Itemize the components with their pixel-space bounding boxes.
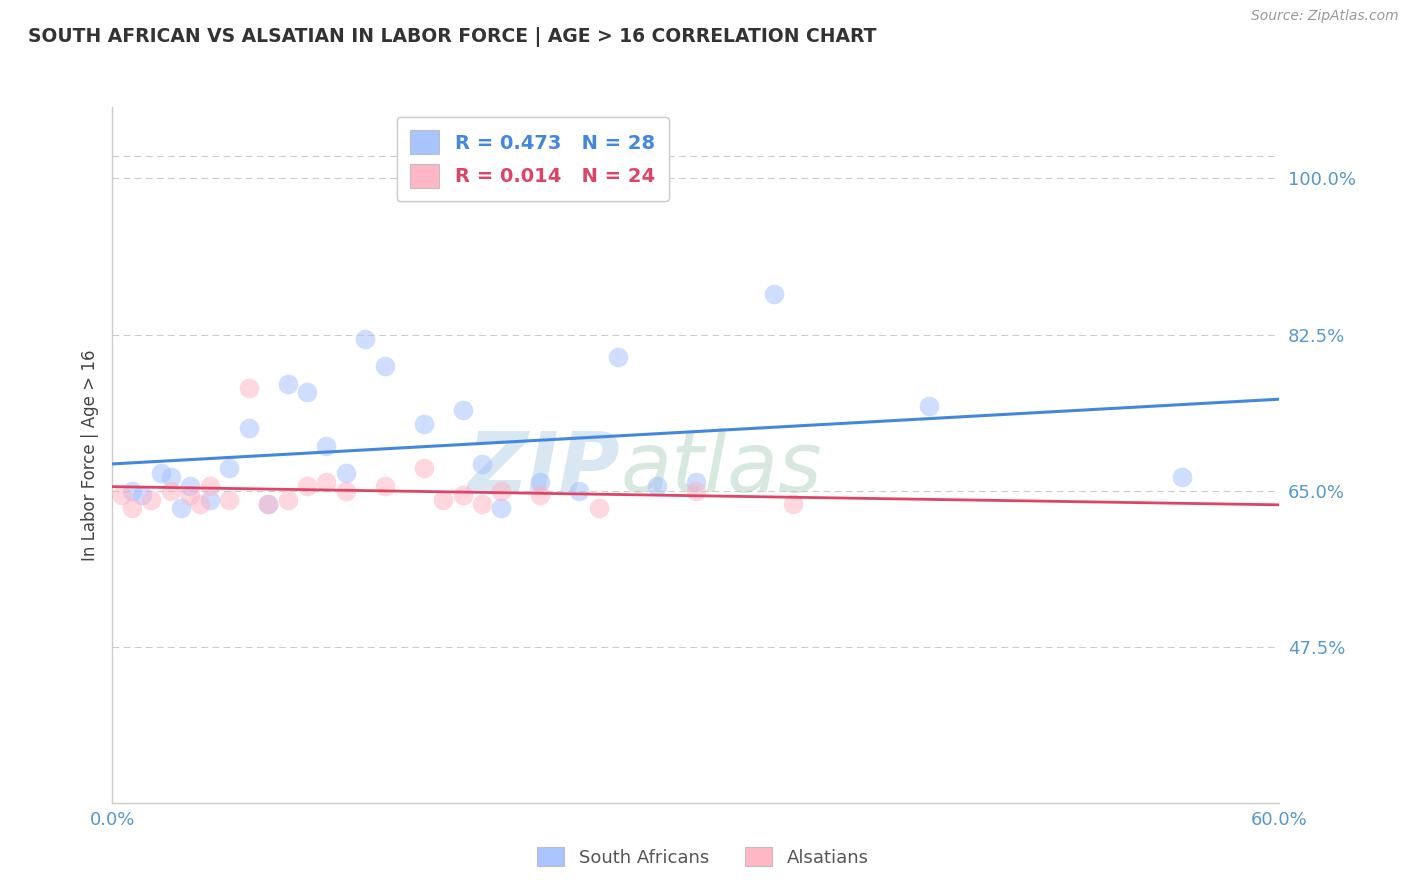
Point [179,488,201,502]
Point [588,501,610,516]
Legend: R = 0.473   N = 28, R = 0.014   N = 24: R = 0.473 N = 28, R = 0.014 N = 24 [396,117,669,202]
Point [295,479,318,493]
Point [315,475,337,489]
Point [762,287,785,301]
Text: SOUTH AFRICAN VS ALSATIAN IN LABOR FORCE | AGE > 16 CORRELATION CHART: SOUTH AFRICAN VS ALSATIAN IN LABOR FORCE… [28,27,876,46]
Point [451,403,474,417]
Point [607,350,630,364]
Point [160,470,183,484]
Point [782,497,804,511]
Point [432,492,454,507]
Point [111,488,134,502]
Point [451,488,474,502]
Point [238,381,260,395]
Point [412,461,434,475]
Point [918,399,941,413]
Point [645,479,668,493]
Point [335,483,357,498]
Point [121,483,143,498]
Point [160,483,183,498]
Point [471,457,494,471]
Point [335,466,357,480]
Point [218,492,240,507]
Point [257,497,280,511]
Point [257,497,280,511]
Point [315,439,337,453]
Point [295,385,318,400]
Point [276,492,298,507]
Point [568,483,591,498]
Point [276,376,298,391]
Y-axis label: In Labor Force | Age > 16: In Labor Force | Age > 16 [80,349,98,561]
Point [374,359,396,373]
Point [491,501,513,516]
Point [179,479,201,493]
Point [374,479,396,493]
Point [491,483,513,498]
Text: atlas: atlas [620,428,821,509]
Point [471,497,494,511]
Point [1171,470,1194,484]
Point [412,417,434,431]
Legend: South Africans, Alsatians: South Africans, Alsatians [530,840,876,874]
Point [131,488,153,502]
Point [150,466,173,480]
Point [169,501,191,516]
Point [198,492,221,507]
Point [529,475,551,489]
Point [685,475,707,489]
Point [354,332,377,346]
Point [238,421,260,435]
Point [218,461,240,475]
Point [141,492,163,507]
Point [121,501,143,516]
Point [188,497,211,511]
Text: ZIP: ZIP [467,428,620,509]
Point [198,479,221,493]
Point [529,488,551,502]
Point [685,483,707,498]
Text: Source: ZipAtlas.com: Source: ZipAtlas.com [1251,9,1399,23]
